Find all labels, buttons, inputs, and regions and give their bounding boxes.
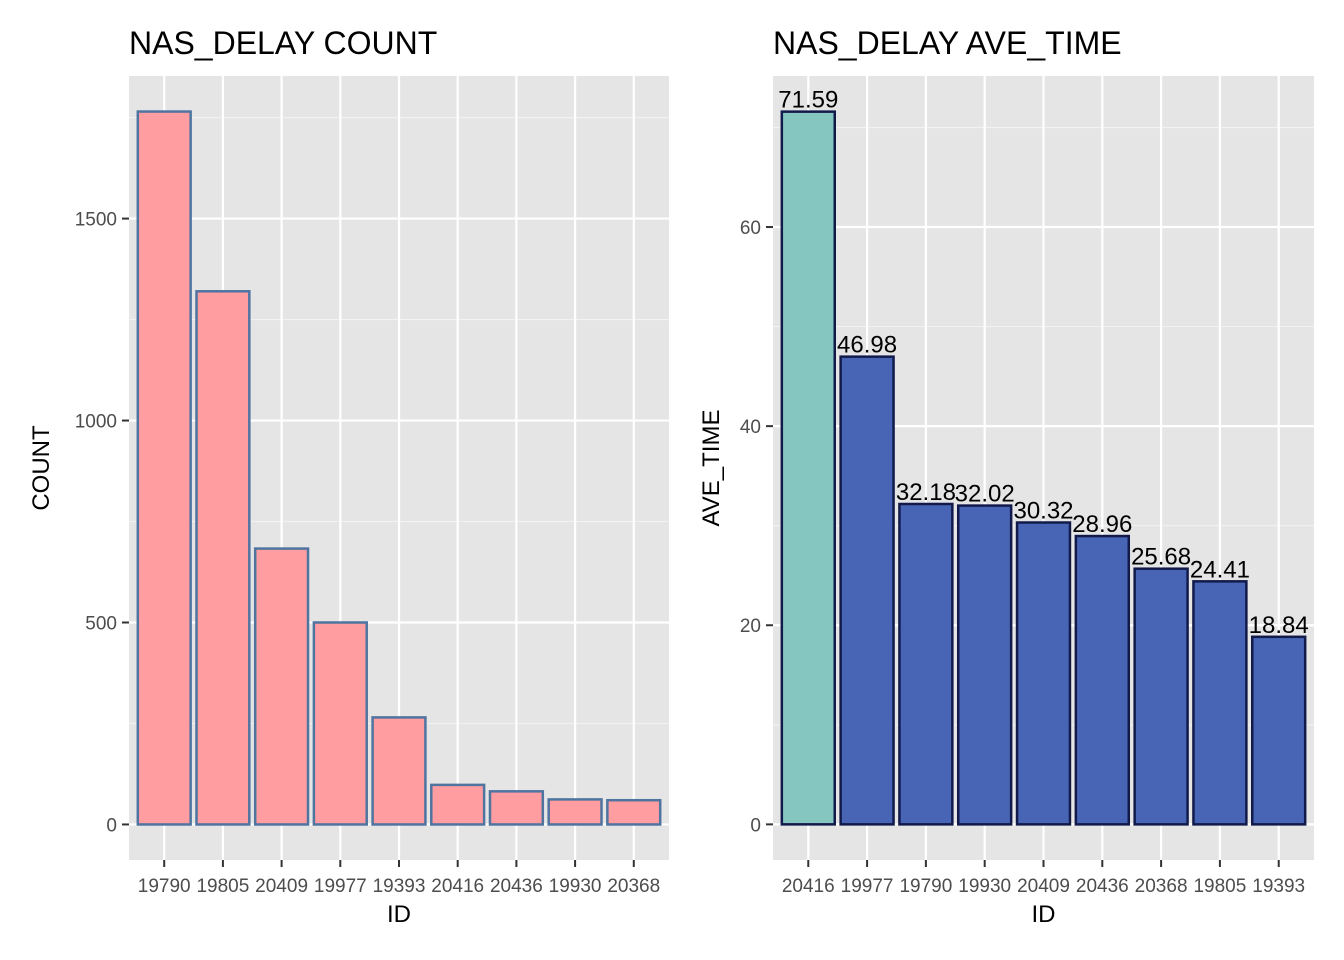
x-tick-label-19393: 19393	[1252, 876, 1305, 897]
ave-time-x-axis-title: ID	[1032, 901, 1056, 928]
y-tick-label: 1000	[75, 412, 117, 433]
bar-20436	[1074, 534, 1131, 826]
y-tick-label: 40	[740, 417, 761, 438]
x-tick-label-19977: 19977	[841, 876, 894, 897]
bar-20436	[488, 790, 545, 826]
x-tick-label-20436: 20436	[1076, 876, 1129, 897]
y-tick-label: 20	[740, 616, 761, 637]
bar-19393	[1251, 635, 1307, 826]
x-tick-label-20409: 20409	[1017, 876, 1070, 897]
count-bars	[136, 110, 662, 826]
bar-19790	[136, 110, 192, 826]
x-tick-label-19805: 19805	[196, 876, 249, 897]
y-tick-label: 0	[106, 815, 117, 836]
count-y-axis: 0 500 1000 1500	[75, 210, 129, 836]
bar-20368	[1133, 567, 1189, 826]
x-tick-label-20368: 20368	[1135, 876, 1188, 897]
ave-time-chart-title: NAS_DELAY AVE_TIME	[773, 25, 1122, 61]
x-tick-label-20409: 20409	[255, 876, 308, 897]
x-tick-label-20368: 20368	[607, 876, 660, 897]
x-tick-label-19930: 19930	[549, 876, 602, 897]
y-tick-label: 500	[85, 613, 117, 634]
count-x-axis-title: ID	[387, 901, 411, 928]
bar-19977	[839, 355, 895, 826]
x-tick-label-19790: 19790	[899, 876, 952, 897]
bar-19977	[312, 621, 368, 826]
x-tick-label-19805: 19805	[1193, 876, 1246, 897]
y-tick-label: 1500	[75, 210, 117, 231]
bar-19393	[371, 716, 427, 826]
bar-20368	[606, 798, 662, 826]
bar-20409	[253, 547, 310, 826]
ave-time-x-axis: 20416 19977 19790 19930 20409 20436 20368 19805…	[782, 860, 1305, 897]
y-tick-label: 0	[750, 815, 761, 836]
ave-time-y-axis: 0 20 40 60	[740, 218, 773, 836]
data-label-19977: 46.98	[837, 332, 897, 359]
data-label-19393: 18.84	[1249, 612, 1309, 639]
x-tick-label-20416: 20416	[782, 876, 835, 897]
bar-20416	[430, 783, 486, 826]
data-label-20368: 25.68	[1131, 544, 1191, 571]
data-label-19790: 32.18	[896, 479, 956, 506]
bar-20409	[1015, 521, 1072, 826]
bar-19930	[547, 798, 603, 826]
count-x-axis: 19790 19805 20409 19977 19393 20416 20436 19930…	[138, 860, 660, 897]
ave-time-bars	[780, 110, 1307, 826]
ave-time-y-axis-title: AVE_TIME	[698, 410, 725, 527]
x-tick-label-20416: 20416	[431, 876, 484, 897]
x-tick-label-19790: 19790	[138, 876, 191, 897]
data-label-20409: 30.32	[1013, 498, 1073, 525]
x-tick-label-19977: 19977	[314, 876, 367, 897]
bar-19805	[1192, 580, 1248, 826]
data-label-20436: 28.96	[1072, 511, 1132, 538]
data-label-20416: 71.59	[778, 87, 838, 114]
x-tick-label-20436: 20436	[490, 876, 543, 897]
y-tick-label: 60	[740, 218, 761, 239]
bar-19790	[898, 502, 954, 826]
count-y-axis-title: COUNT	[28, 425, 55, 511]
data-label-19930: 32.02	[955, 481, 1015, 508]
bar-19805	[195, 290, 251, 826]
x-tick-label-19930: 19930	[958, 876, 1011, 897]
x-tick-label-19393: 19393	[373, 876, 426, 897]
data-label-19805: 24.41	[1190, 556, 1250, 583]
bar-19930	[956, 504, 1013, 826]
bar-20416	[780, 110, 836, 826]
count-chart-title: NAS_DELAY COUNT	[129, 25, 437, 61]
